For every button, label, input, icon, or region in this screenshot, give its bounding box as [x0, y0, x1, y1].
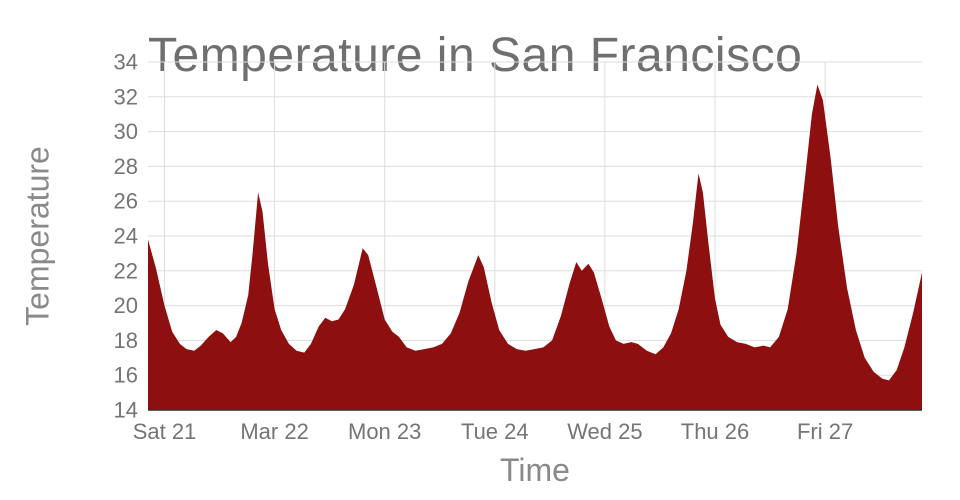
x-tick-label: Mar 22 — [240, 419, 308, 444]
x-tick-label: Thu 26 — [681, 419, 750, 444]
temperature-area-series — [148, 84, 922, 410]
y-tick-label: 30 — [114, 119, 138, 144]
x-tick-label: Mon 23 — [348, 419, 421, 444]
y-tick-label: 26 — [114, 189, 138, 214]
y-tick-label: 28 — [114, 154, 138, 179]
y-tick-label: 32 — [114, 84, 138, 109]
y-tick-label: 22 — [114, 258, 138, 283]
chart-title: Temperature in San Francisco — [148, 29, 803, 83]
y-tick-label: 24 — [114, 224, 138, 249]
x-axis-title: Time — [500, 452, 570, 488]
y-tick-label: 20 — [114, 293, 138, 318]
x-tick-label: Sat 21 — [133, 419, 197, 444]
y-tick-label: 18 — [114, 328, 138, 353]
x-tick-label: Tue 24 — [461, 419, 529, 444]
x-tick-label: Wed 25 — [567, 419, 642, 444]
x-tick-label: Fri 27 — [797, 419, 853, 444]
y-tick-label: 14 — [114, 398, 138, 423]
y-tick-label: 16 — [114, 363, 138, 388]
y-tick-label: 34 — [114, 50, 138, 75]
